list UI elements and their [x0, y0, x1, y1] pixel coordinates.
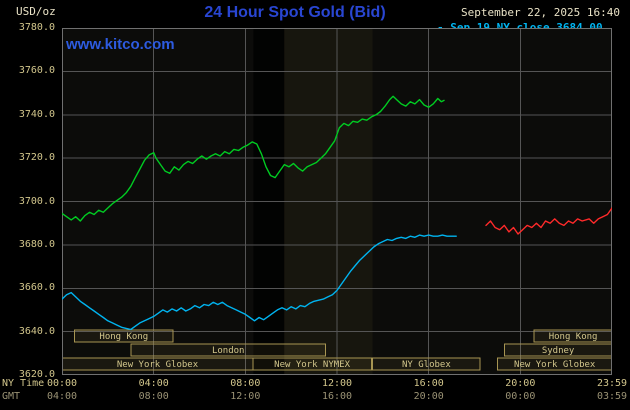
- session-label: Hong Kong: [99, 332, 148, 342]
- x-axis-label-ny: 00:00: [46, 378, 78, 389]
- x-axis-label-gmt: 12:00: [230, 391, 261, 402]
- series-line-sep-21-sunday: [485, 207, 613, 235]
- x-axis-label-gmt: 03:59: [596, 391, 628, 402]
- datetime: September 22, 2025 16:40: [461, 6, 620, 19]
- x-axis-label-ny: 04:00: [138, 378, 169, 389]
- session-label: London: [212, 346, 245, 356]
- x-axis-label-gmt: 16:00: [321, 391, 353, 402]
- y-axis-label: 3700.0: [18, 195, 55, 207]
- y-axis-label: 3740.0: [18, 108, 55, 120]
- x-axis-label-ny: 16:00: [413, 378, 444, 389]
- plot-border: [62, 28, 612, 375]
- y-axis-label: 3640.0: [18, 325, 55, 337]
- y-axis-label: 3660.0: [18, 282, 55, 294]
- y-axis-label: 3620.0: [18, 369, 55, 380]
- chart-title: 24 Hour Spot Gold (Bid): [204, 4, 386, 21]
- watermark: www.kitco.com: [66, 36, 175, 53]
- session-label: New York Globex: [514, 360, 596, 370]
- session-box: [372, 357, 481, 371]
- units-label: USD/oz: [16, 5, 56, 18]
- series-line-sep-22-last: [61, 95, 445, 222]
- x-axis-label-gmt: 00:00: [505, 391, 536, 402]
- x-axis-ny: 00:00 04:00 08:00 12:00 16:00 20:00 23:59: [47, 378, 627, 390]
- session-label: Hong Kong: [549, 332, 598, 342]
- session-label: New York NYMEX: [274, 360, 350, 370]
- ny-time-label: NY Time: [2, 378, 45, 389]
- series-line-sep-19-ny-close: [61, 234, 457, 331]
- x-axis-label-ny: 23:59: [596, 378, 628, 389]
- x-axis-label-ny: 20:00: [505, 378, 536, 389]
- session-box: [252, 357, 372, 371]
- session-label: Sydney: [542, 346, 575, 356]
- session-box: [74, 329, 174, 343]
- session-label: NY Globex: [402, 360, 451, 370]
- y-axis: 3620.0 3640.0 3660.0 3680.0 3700.0 3720.0 3740…: [0, 22, 58, 380]
- y-axis-label: 3720.0: [18, 152, 55, 164]
- gmt-label: GMT: [2, 391, 21, 402]
- x-axis-label-ny: 08:00: [230, 378, 261, 389]
- x-axis-label-ny: 12:00: [321, 378, 353, 389]
- session-label: New York Globex: [117, 360, 199, 370]
- x-axis-gmt: 04:00 08:00 12:00 16:00 20:00 00:00 03:59: [47, 391, 627, 403]
- y-axis-label: 3680.0: [18, 238, 55, 250]
- x-axis-label-gmt: 20:00: [413, 391, 444, 402]
- x-axis-label-gmt: 04:00: [46, 391, 78, 402]
- chart-svg: Hong Kong Hong Kong London Sydney New York G…: [61, 27, 613, 376]
- x-axis-label-gmt: 08:00: [138, 391, 169, 402]
- session-box: [130, 343, 326, 357]
- plot-area: Hong Kong Hong Kong London Sydney New York G…: [61, 27, 613, 376]
- y-axis-label: 3760.0: [18, 65, 55, 77]
- y-axis-label: 3780.0: [18, 22, 55, 33]
